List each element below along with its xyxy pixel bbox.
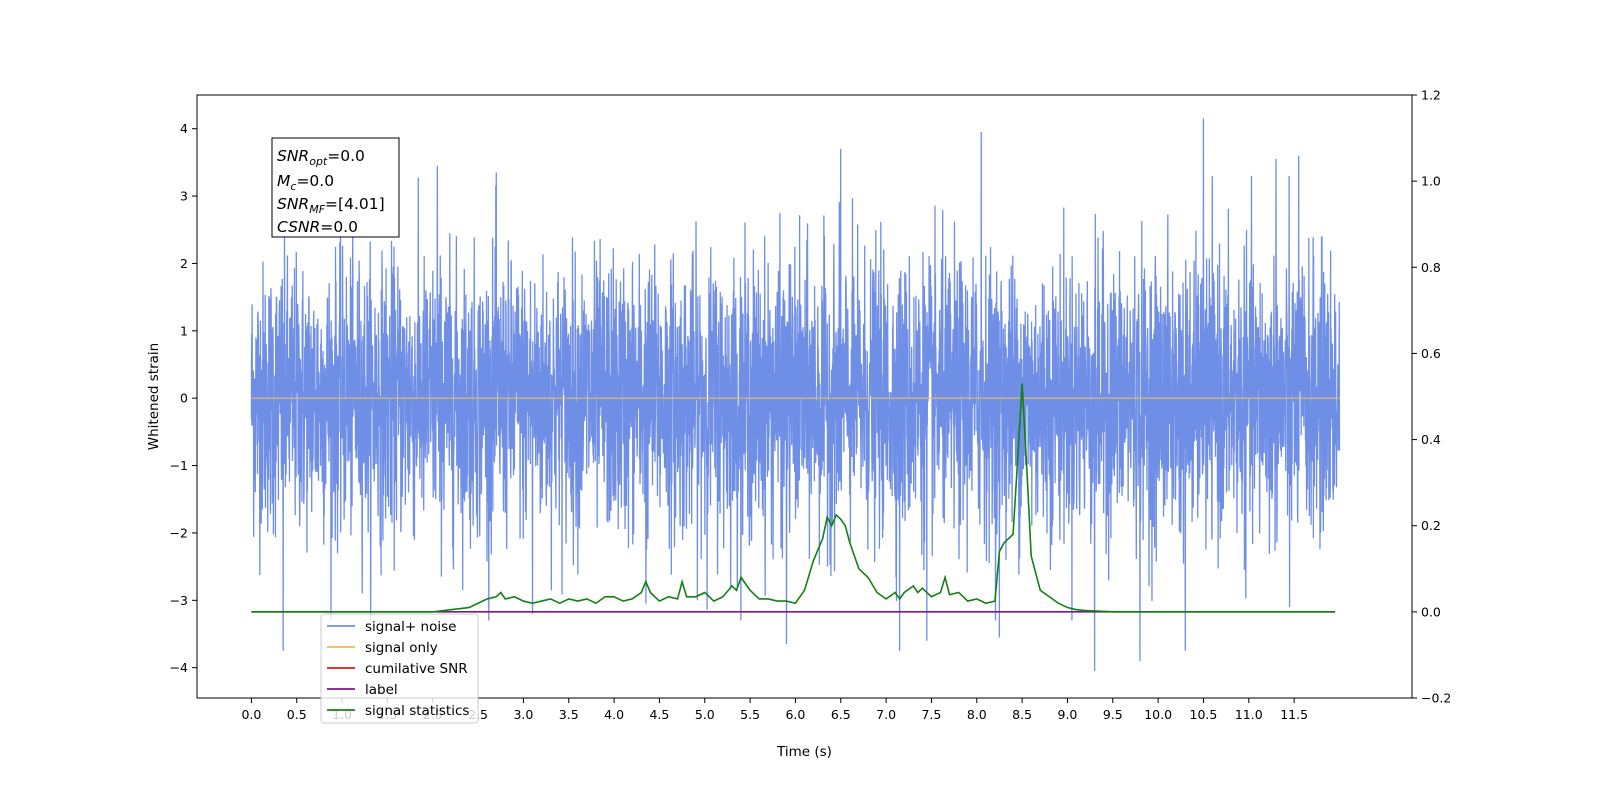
- legend-label: cumilative SNR: [365, 661, 468, 677]
- y-axis-left: −4 −3 −2 −1 0 1 2 3 4: [170, 121, 197, 675]
- x-axis-label: Time (s): [776, 744, 832, 760]
- legend-label: signal only: [365, 640, 438, 656]
- y-right-tick-label: 1.2: [1421, 88, 1441, 103]
- y-right-tick-label: 0.2: [1421, 518, 1441, 533]
- y-left-tick-label: −3: [170, 593, 188, 608]
- x-tick-label: 8.0: [967, 707, 987, 722]
- plot-frame: [196, 94, 1413, 699]
- x-tick-label: 6.0: [785, 707, 805, 722]
- y-axis-right: −0.2 0.0 0.2 0.4 0.6 0.8 1.0 1.2: [1412, 88, 1451, 706]
- x-tick-label: 6.5: [831, 707, 851, 722]
- x-tick-label: 7.0: [876, 707, 896, 722]
- y-left-tick-label: 1: [180, 323, 188, 338]
- x-tick-label: 0.5: [287, 707, 307, 722]
- x-tick-label: 11.0: [1235, 707, 1263, 722]
- x-tick-label: 10.5: [1190, 707, 1218, 722]
- series-line-signal-statistics: [251, 383, 1335, 613]
- info-box-line: SNRopt=0.0: [277, 147, 365, 168]
- x-tick-label: 3.5: [559, 707, 579, 722]
- x-tick-label: 7.5: [921, 707, 941, 722]
- x-tick-label: 5.0: [695, 707, 715, 722]
- legend: signal+ noise signal only cumilative SNR la…: [320, 613, 479, 724]
- x-tick-label: 8.5: [1012, 707, 1032, 722]
- info-box-frame: [271, 137, 400, 238]
- x-tick-label: 5.5: [740, 707, 760, 722]
- info-box-line: SNRMF=[4.01]: [277, 195, 385, 216]
- x-tick-label: 4.0: [604, 707, 624, 722]
- series-line-signal-noise: [250, 118, 1341, 672]
- y-left-tick-label: −2: [170, 525, 188, 540]
- info-box-line: CSNR=0.0: [277, 218, 358, 236]
- y-right-tick-label: 0.8: [1421, 260, 1441, 275]
- y-axis-label: Whitened strain: [146, 343, 162, 450]
- legend-label: label: [365, 682, 398, 698]
- x-tick-label: 9.5: [1103, 707, 1123, 722]
- y-right-tick-label: 1.0: [1421, 174, 1441, 189]
- y-left-tick-label: 0: [180, 391, 188, 406]
- x-tick-label: 10.0: [1144, 707, 1172, 722]
- y-left-tick-label: 3: [180, 189, 188, 204]
- legend-label: signal+ noise: [365, 619, 456, 635]
- y-right-tick-label: 0.6: [1421, 346, 1441, 361]
- series-layer: [250, 118, 1341, 672]
- y-left-tick-label: −4: [170, 660, 188, 675]
- y-right-tick-label: −0.2: [1421, 691, 1451, 706]
- info-box-line: Mc=0.0: [277, 172, 334, 193]
- x-tick-label: 9.0: [1058, 707, 1078, 722]
- y-left-tick-label: 4: [180, 121, 188, 136]
- y-left-tick-label: −1: [170, 458, 188, 473]
- x-tick-label: 4.5: [649, 707, 669, 722]
- legend-frame: [320, 613, 479, 724]
- y-right-tick-label: 0.4: [1421, 432, 1441, 447]
- x-tick-label: 11.5: [1280, 707, 1308, 722]
- y-left-tick-label: 2: [180, 256, 188, 271]
- x-tick-label: 0.0: [241, 707, 261, 722]
- legend-label: signal statistics: [365, 703, 469, 719]
- x-tick-label: 3.0: [513, 707, 533, 722]
- y-right-tick-label: 0.0: [1421, 604, 1441, 619]
